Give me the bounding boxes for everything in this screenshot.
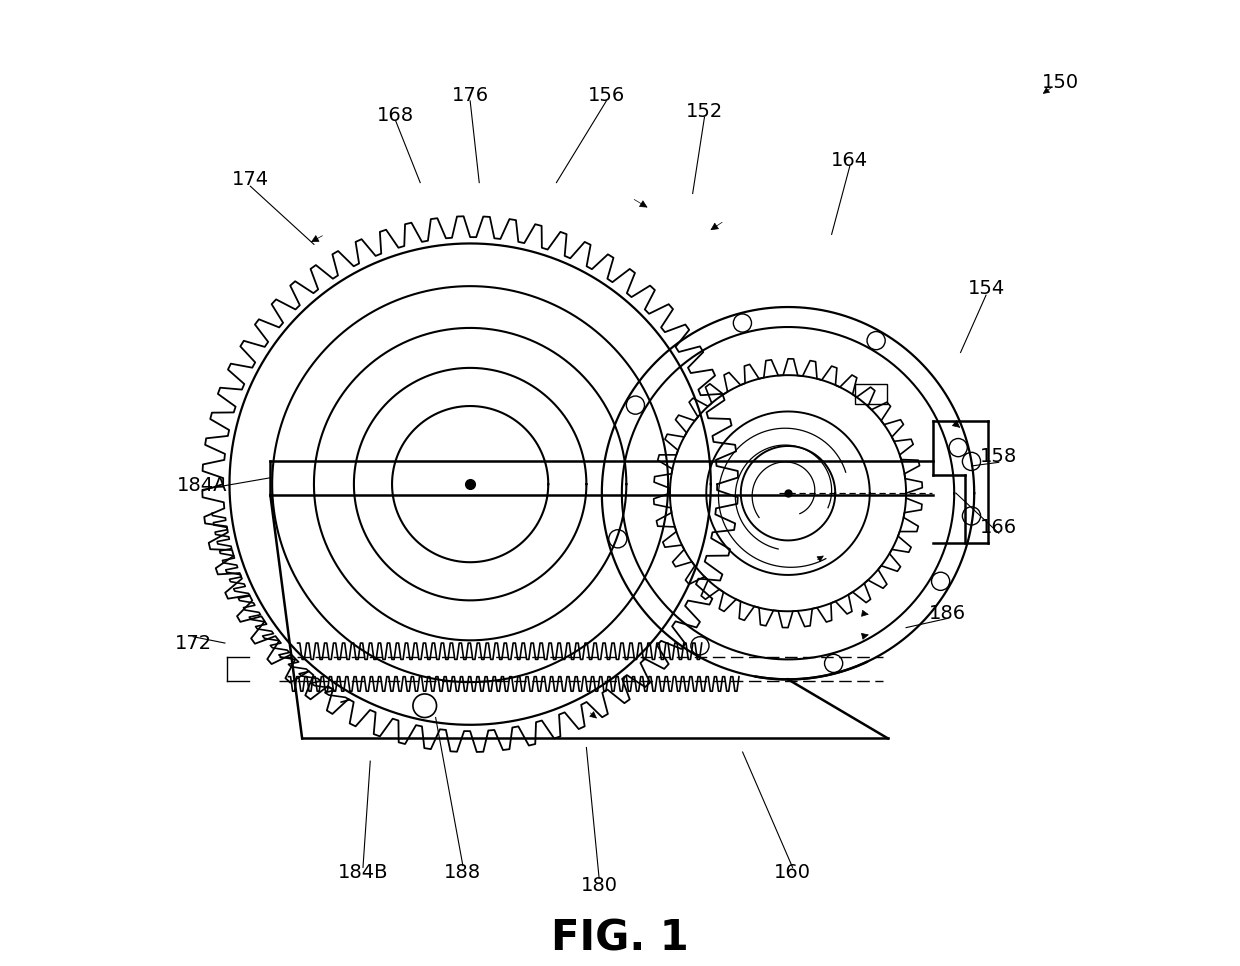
Text: 168: 168 [377, 106, 414, 125]
Text: 172: 172 [175, 634, 212, 653]
Text: 176: 176 [451, 86, 489, 105]
Text: 154: 154 [967, 279, 1004, 298]
Text: FIG. 1: FIG. 1 [551, 918, 689, 959]
Text: 150: 150 [1042, 73, 1079, 92]
Text: 152: 152 [686, 102, 723, 122]
Text: 156: 156 [588, 86, 625, 105]
Text: 160: 160 [774, 864, 811, 882]
Text: 164: 164 [831, 152, 868, 170]
Text: 188: 188 [444, 864, 481, 882]
Text: 184B: 184B [337, 864, 388, 882]
Text: 186: 186 [929, 604, 966, 623]
Text: 184A: 184A [177, 476, 227, 496]
Text: 158: 158 [980, 447, 1017, 467]
Text: 174: 174 [232, 170, 269, 189]
Text: 180: 180 [580, 876, 618, 895]
Text: 166: 166 [980, 518, 1017, 537]
